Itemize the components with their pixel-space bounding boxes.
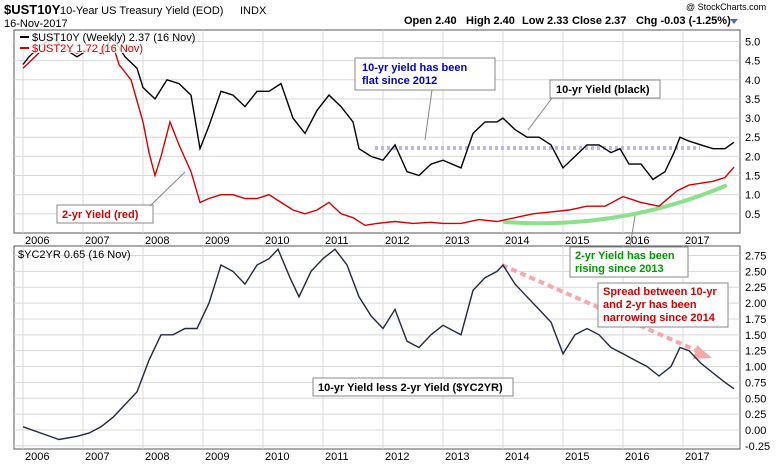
top-legend-bg — [16, 31, 166, 53]
annotation-10yr-pointer — [527, 97, 553, 131]
bottom-y-tick-label: 2.25 — [745, 282, 766, 294]
annotation-flat-pointer — [424, 89, 433, 141]
bottom-x-tick-label: 2012 — [385, 451, 409, 463]
series-line-ust10y — [22, 36, 735, 181]
bottom-y-tick-label: 2.50 — [745, 266, 766, 278]
bottom-panel-frame — [13, 245, 741, 450]
bottom-y-tick-label: 1.50 — [745, 330, 766, 342]
top-y-tick-label: 2.5 — [745, 132, 760, 144]
bottom-x-tick-label: 2010 — [265, 451, 289, 463]
series-line-yc2yr — [22, 247, 735, 441]
annotation-narrowing-line3: narrowing since 2014 — [603, 312, 716, 324]
bottom-x-tick-label: 2008 — [145, 451, 169, 463]
annotation-flat-line2: flat since 2012 — [362, 75, 437, 87]
annotation-narrowing-line1: Spread between 10-yr — [603, 286, 717, 298]
annotation-2yr-pointer — [149, 171, 186, 207]
annotation-rising-pointer — [629, 215, 636, 248]
bottom-x-axis: 2006 2007 2008 2009 2010 2011 2012 2013 2014 2015… — [25, 451, 709, 463]
legend-ust10y: $UST10Y (Weekly) 2.37 (16 Nov) — [32, 32, 195, 44]
bottom-y-tick-label: 2.00 — [745, 298, 766, 310]
watermark: @ StockCharts.com — [686, 2, 766, 12]
bottom-x-tick-label: 2016 — [625, 451, 649, 463]
annotation-rising-line2: rising since 2013 — [575, 263, 664, 275]
legend-ust2y: $UST2Y 1.72 (16 Nov) — [32, 43, 143, 55]
bottom-x-tick-label: 2013 — [445, 451, 469, 463]
narrowing-arrow-head — [693, 345, 712, 359]
header-symbol: $UST10Y — [4, 2, 61, 17]
top-x-tick-label: 2007 — [85, 235, 109, 247]
bottom-y-tick-label: 0.25 — [745, 409, 766, 421]
bottom-y-tick-label: -0.25 — [745, 441, 770, 453]
top-y-tick-label: 4.5 — [745, 56, 760, 68]
header-open: Open 2.40 — [404, 15, 457, 27]
top-x-tick-label: 2011 — [325, 235, 349, 247]
top-y-tick-label: 5.0 — [745, 36, 760, 48]
bottom-x-tick-label: 2014 — [505, 451, 529, 463]
bottom-y-tick-label: 1.00 — [745, 362, 766, 374]
header-date: 16-Nov-2017 — [4, 18, 68, 30]
bottom-y-tick-label: 2.75 — [745, 251, 766, 263]
top-x-tick-label: 2006 — [25, 235, 49, 247]
bottom-x-tick-label: 2017 — [685, 451, 709, 463]
annotation-2yr: 2-yr Yield (red) — [62, 209, 139, 221]
annotation-narrowing-line2: and 2-yr has been — [603, 299, 697, 311]
annotation-10yr-box — [549, 79, 661, 99]
chevron-down-icon[interactable] — [730, 19, 738, 24]
bottom-x-tick-label: 2007 — [85, 451, 109, 463]
annotation-2yr-box — [56, 204, 154, 224]
rising-trend-arc — [503, 184, 727, 226]
top-x-tick-label: 2014 — [505, 235, 529, 247]
annotation-10yr: 10-yr Yield (black) — [556, 84, 650, 96]
top-y-axis: 0.5 1.0 1.5 2.0 2.5 3.0 3.5 4.0 4.5 5.0 — [745, 36, 760, 220]
top-x-tick-label: 2017 — [685, 235, 709, 247]
annotation-yc: 10-yr Yield less 2-yr Yield ($YC2YR) — [318, 382, 503, 394]
legend-yc2yr: $YC2YR 0.65 (16 Nov) — [18, 249, 131, 261]
annotation-rising-box — [569, 246, 689, 278]
top-y-tick-label: 4.0 — [745, 75, 760, 87]
bottom-y-tick-label: 1.75 — [745, 314, 766, 326]
series-line-ust2y — [22, 36, 735, 227]
top-y-tick-label: 1.0 — [745, 190, 760, 202]
bottom-y-tick-label: 1.25 — [745, 346, 766, 358]
annotation-flat-line1: 10-yr yield has been — [362, 62, 467, 74]
top-x-tick-label: 2015 — [565, 235, 589, 247]
annotation-flat-box — [354, 57, 496, 91]
annotation-yc-box — [312, 377, 514, 397]
bottom-y-tick-label: 0.00 — [745, 425, 766, 437]
header-high: High 2.40 — [466, 15, 515, 27]
top-x-tick-label: 2016 — [625, 235, 649, 247]
top-x-tick-label: 2008 — [145, 235, 169, 247]
top-y-tick-label: 3.5 — [745, 94, 760, 106]
header-low: Low 2.33 — [522, 15, 568, 27]
narrowing-arrow-line — [501, 263, 701, 354]
bottom-x-tick-label: 2006 — [25, 451, 49, 463]
header-exchange: INDX — [240, 5, 267, 17]
top-y-tick-label: 0.5 — [745, 209, 760, 221]
top-x-tick-label: 2009 — [205, 235, 229, 247]
header-close: Close 2.37 — [572, 15, 626, 27]
bottom-y-axis: -0.25 0.00 0.25 0.50 0.75 1.00 1.25 1.50 1.75 2.0… — [745, 251, 770, 453]
top-y-tick-label: 2.0 — [745, 151, 760, 163]
top-y-tick-label: 1.5 — [745, 171, 760, 183]
top-x-tick-label: 2012 — [385, 235, 409, 247]
bottom-x-tick-label: 2011 — [325, 451, 349, 463]
bottom-x-tick-label: 2009 — [205, 451, 229, 463]
bottom-x-tick-label: 2015 — [565, 451, 589, 463]
annotation-narrowing-box — [597, 282, 729, 328]
top-x-tick-label: 2013 — [445, 235, 469, 247]
top-y-tick-label: 3.0 — [745, 113, 760, 125]
bottom-y-tick-label: 0.50 — [745, 393, 766, 405]
top-x-tick-label: 2010 — [265, 235, 289, 247]
annotation-rising-line1: 2-yr Yield has been — [575, 250, 675, 262]
header-change: Chg -0.03 (-1.25%) — [636, 15, 731, 27]
bottom-y-tick-label: 0.75 — [745, 377, 766, 389]
top-x-axis: 2006 2007 2008 2009 2010 2011 2012 2013 2014 2015… — [25, 235, 709, 247]
header-name: 10-Year US Treasury Yield (EOD) — [60, 5, 223, 17]
